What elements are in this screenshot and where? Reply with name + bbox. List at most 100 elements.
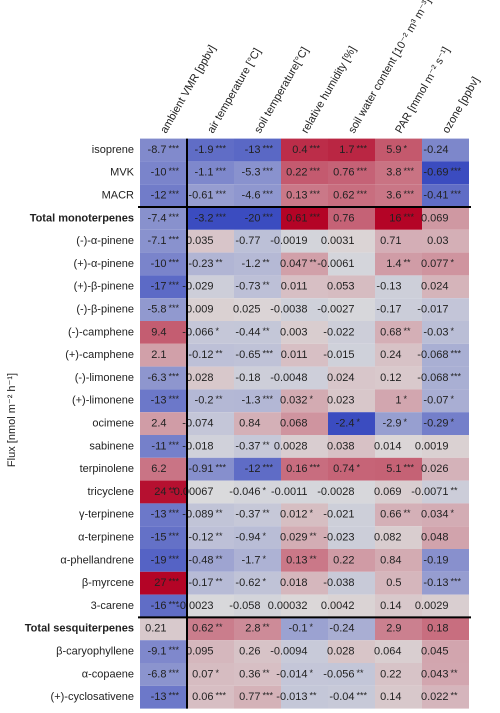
heatmap-cell [234,526,281,549]
cell-value: 0.024 [327,372,355,384]
significance: *** [263,212,274,222]
cell-value: -11 [151,440,166,452]
cell-value: 0.74 [333,463,354,475]
cell-value: -0.2 [195,395,214,407]
cell-value: -13 [151,691,167,703]
heatmap-cell [375,229,422,253]
heatmap-cell [328,640,375,663]
cell-value: 0.043 [421,668,449,680]
cell-value: -0.29 [423,418,448,430]
significance: ** [310,531,318,541]
significance: ** [216,394,224,404]
cell-value: -0.18 [235,372,260,384]
significance: *** [310,463,321,473]
cell-value: 0.62 [192,623,213,635]
heatmap-cell [234,663,281,686]
cell-value: 0.024 [421,281,449,293]
cell-value: -0.068 [417,349,448,361]
significance: ** [263,257,271,267]
heatmap-cell [234,366,281,390]
heatmap-cell [140,343,187,367]
significance: *** [169,280,180,290]
cell-value: 0.029 [280,532,308,544]
significance: * [451,508,455,518]
cell-value: -6.3 [148,372,167,384]
cell-value: -0.41 [423,190,448,202]
cell-value: 0.12 [380,372,401,384]
heatmap-cell [281,663,328,686]
heatmap-cell [328,275,375,299]
heatmap-cell [375,663,422,686]
cell-value: -0.24 [423,144,448,156]
cell-value: -1.9 [195,144,214,156]
heatmap-cell [187,275,234,299]
heatmap-cell [422,275,469,299]
significance: ** [169,485,177,495]
significance: ** [216,554,224,564]
cell-value: -10 [151,258,167,270]
heatmap-cell [375,503,422,527]
column-header: air temperature [°C] [205,46,263,135]
heatmap-cell [234,343,281,367]
cell-value: -0.038 [323,577,354,589]
significance: *** [263,691,274,701]
cell-value: -20 [245,212,261,224]
heatmap-cell [140,229,187,253]
cell-value: 0.14 [380,600,401,612]
cell-value: -12 [245,463,261,475]
significance: *** [169,166,180,176]
significance: * [357,463,361,473]
significance: *** [216,463,227,473]
heatmap-cell [187,571,234,595]
cell-value: -0.65 [235,349,260,361]
heatmap-cell [422,412,469,435]
heatmap-cell [375,685,422,709]
cell-value: -19 [151,554,167,566]
cell-value: 5.1 [386,463,401,475]
cell-value: 0.0042 [321,600,355,612]
heatmap-cell [375,321,422,344]
cell-value: 2.9 [386,623,401,635]
cell-value: 0.66 [380,509,401,521]
cell-value: 0.026 [421,463,449,475]
heatmap-cell [328,138,375,162]
heatmap-cell [328,321,375,344]
cell-value: -0.0023 [176,600,213,612]
cell-value: 0.012 [280,509,308,521]
heatmap-cell [422,252,469,276]
significance: *** [263,189,274,199]
heatmap-cell [140,298,187,321]
cell-value: 0.07 [192,668,213,680]
cell-value: -0.0071 [411,486,448,498]
significance: *** [169,143,180,153]
significance: ** [263,622,271,632]
significance: * [216,326,220,336]
heatmap-cell [375,207,422,230]
cell-value: 0.13 [286,554,307,566]
heatmap-cell [234,457,281,481]
row-label: (-)-α-pinene [76,235,134,247]
heatmap-cell [187,252,234,276]
cell-value: 0.034 [421,509,449,521]
cell-value: -1.1 [195,167,214,179]
heatmap-cell [422,184,469,207]
cell-value: -0.61 [188,190,213,202]
cell-value: -0.0011 [271,486,308,498]
heatmap-cell [375,161,422,185]
heatmap-cell [422,640,469,663]
heatmap-cell [328,435,375,458]
significance: * [263,485,267,495]
heatmap-cell [140,389,187,413]
cell-value: 0.025 [233,304,261,316]
cell-value: 0.028 [327,646,355,658]
heatmap-cell [375,594,422,618]
heatmap-cell [328,480,375,504]
cell-value: -0.0019 [270,235,307,247]
cell-value: 0.76 [333,167,354,179]
cell-value: 1.4 [386,258,401,270]
heatmap-cell [140,275,187,299]
significance: ** [310,257,318,267]
row-label: β-myrcene [82,577,134,589]
heatmap-cell [422,480,469,504]
cell-value: 0.62 [333,190,354,202]
